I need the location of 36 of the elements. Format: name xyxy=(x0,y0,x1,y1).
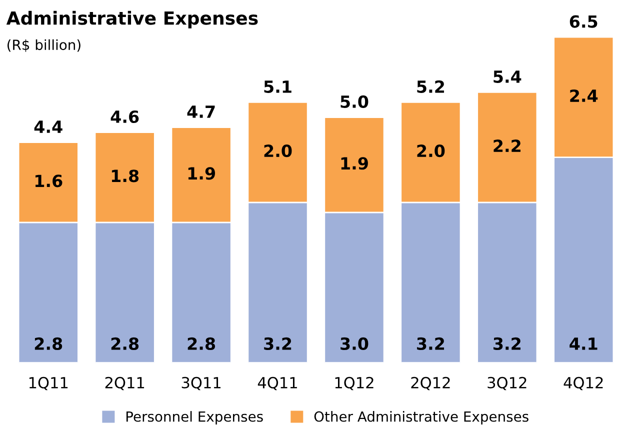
total-label: 5.0 xyxy=(340,95,368,108)
data-label: 1.9 xyxy=(341,157,368,170)
x-tick-label: 3Q11 xyxy=(182,376,220,390)
legend-label: Other Administrative Expenses xyxy=(314,411,528,424)
data-label: 2.8 xyxy=(188,337,216,350)
total-label: 5.1 xyxy=(264,80,292,93)
data-label: 3.2 xyxy=(264,337,292,350)
data-label: 3.2 xyxy=(417,337,444,350)
x-tick-label: 4Q12 xyxy=(564,376,603,390)
data-label: 2.8 xyxy=(34,337,62,350)
x-tick-label: 2Q12 xyxy=(411,376,450,390)
data-label: 4.1 xyxy=(570,338,598,350)
total-label: 5.4 xyxy=(494,70,522,83)
data-label: 2.2 xyxy=(494,140,520,152)
data-label: 3.2 xyxy=(494,337,520,350)
data-label: 2.0 xyxy=(417,144,445,158)
total-label: 4.7 xyxy=(187,106,215,118)
data-label: 2.8 xyxy=(111,337,139,350)
total-label: 4.6 xyxy=(110,110,139,124)
x-tick-label: 2Q11 xyxy=(105,376,144,390)
x-tick-label: 4Q11 xyxy=(258,376,297,390)
chart-subtitle: (R$ billion) xyxy=(8,39,80,52)
data-label: 1.8 xyxy=(112,170,139,182)
total-label: 5.2 xyxy=(417,80,444,93)
data-label: 1.9 xyxy=(188,167,215,180)
x-tick-label: 3Q12 xyxy=(488,376,526,390)
x-tick-label: 1Q12 xyxy=(335,376,374,390)
x-tick-label: 1Q11 xyxy=(29,376,68,390)
legend-label: Personnel Expenses xyxy=(126,411,263,424)
data-label: 2.0 xyxy=(264,144,292,158)
data-label: 3.0 xyxy=(340,337,368,350)
data-label: 2.4 xyxy=(570,89,598,102)
chart-title: Administrative Expenses xyxy=(6,10,258,28)
data-label: 1.6 xyxy=(35,174,62,188)
total-label: 6.5 xyxy=(570,15,598,28)
total-label: 4.4 xyxy=(34,120,62,133)
